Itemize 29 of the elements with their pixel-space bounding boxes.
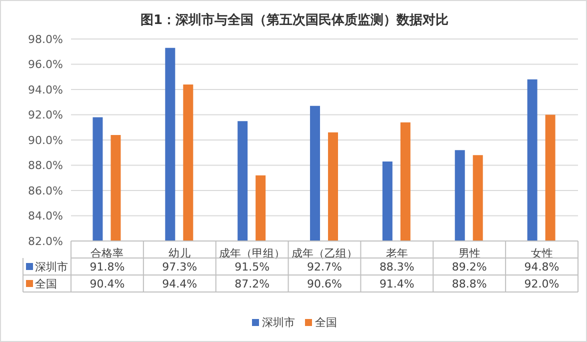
data-label: 91.4% (379, 278, 414, 290)
data-label: 94.4% (162, 278, 198, 290)
y-tick-label: 84.0% (28, 210, 63, 223)
y-tick-label: 90.0% (28, 134, 63, 147)
data-label: 97.3% (162, 260, 198, 274)
data-label: 90.6% (307, 278, 342, 290)
legend-label: 全国 (35, 278, 57, 290)
data-label: 89.2% (452, 260, 487, 274)
data-label: 94.8% (524, 260, 560, 274)
text: 全国 (315, 316, 337, 329)
y-tick-label: 94.0% (28, 83, 63, 96)
y-tick-label: 88.0% (28, 159, 63, 172)
data-label: 92.7% (307, 260, 342, 274)
y-tick-label: 98.0% (28, 32, 63, 46)
y-tick-label: 86.0% (28, 184, 63, 198)
data-label: 91.5% (234, 260, 270, 274)
y-tick-label: 82.0% (28, 234, 63, 248)
legend-label: 深圳市 (35, 260, 68, 274)
data-label: 92.0% (524, 278, 560, 290)
data-label: 88.3% (379, 260, 414, 274)
y-tick-label: 92.0% (28, 108, 63, 122)
data-label: 87.2% (234, 278, 270, 290)
data-label: 90.4% (90, 278, 125, 290)
text: 深圳市 (262, 316, 295, 329)
y-tick-label: 96.0% (28, 58, 63, 72)
x-tick-label: 幼儿 (168, 246, 191, 260)
data-label: 88.8% (452, 278, 487, 290)
data-label: 91.8% (90, 260, 125, 274)
chart-title: 图1：深圳市与全国（第五次国民体质监测）数据对比 (139, 12, 450, 29)
